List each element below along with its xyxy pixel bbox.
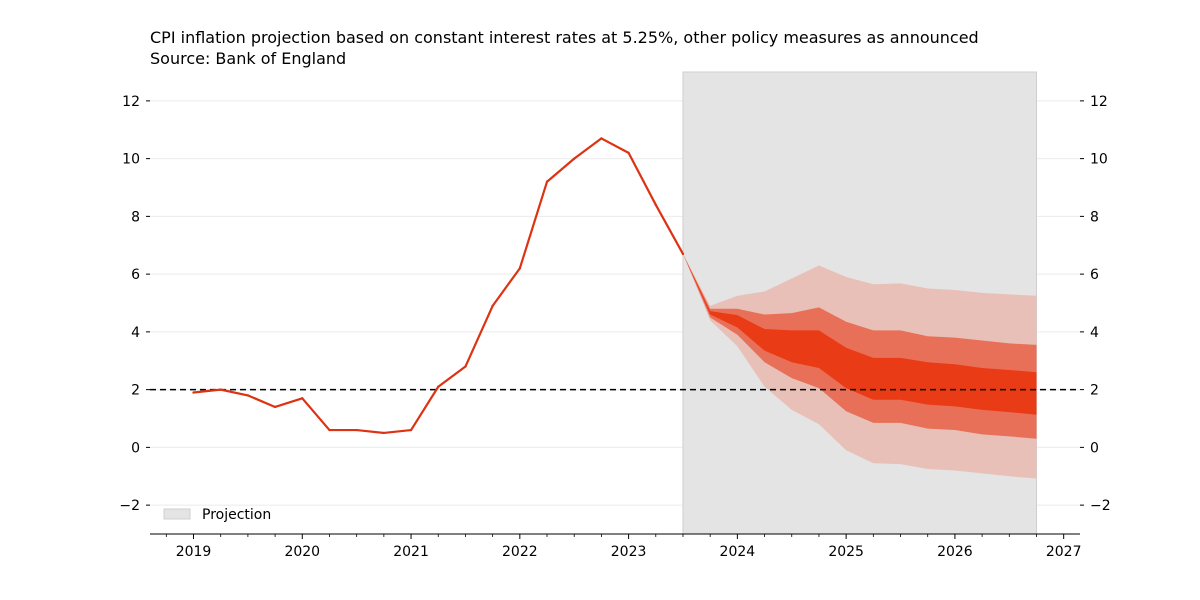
series-layer: [192, 137, 685, 435]
y-tick-label-right: 4: [1090, 325, 1099, 341]
cpi-data-point: [192, 391, 195, 394]
y-tick-label-right: 6: [1090, 267, 1099, 283]
y-tick-label-left: 0: [131, 440, 140, 456]
axes-layer: 12 12 10 10 8 8 6 6 4 4 2 2 0 0 −2 −2 2019 2020 2021 2022 20…: [119, 94, 1110, 560]
chart-title-block: CPI inflation projection based on consta…: [150, 27, 979, 69]
chart-subtitle: Source: Bank of England: [150, 49, 347, 68]
cpi-data-point: [273, 405, 277, 409]
legend-label-projection: Projection: [202, 507, 271, 523]
x-tick-label: 2019: [176, 544, 212, 560]
y-tick-label-left: 4: [131, 325, 140, 341]
cpi-data-point: [573, 157, 576, 160]
y-tick-label-right: 12: [1090, 94, 1108, 110]
y-tick-label-right: 2: [1090, 383, 1099, 399]
cpi-series-line: [193, 137, 684, 435]
cpi-data-point: [654, 203, 657, 207]
cpi-data-point: [382, 431, 386, 435]
x-tick-label: 2020: [284, 544, 320, 560]
y-tick-label-right: 0: [1090, 440, 1099, 456]
cpi-data-point: [545, 180, 549, 183]
x-tick-label: 2022: [502, 544, 538, 560]
x-tick-label: 2026: [937, 544, 973, 560]
cpi-data-point: [681, 252, 685, 256]
cpi-data-point: [355, 428, 358, 432]
y-tick-label-left: 12: [122, 94, 140, 110]
x-tick-label: 2021: [393, 544, 429, 560]
cpi-data-point: [437, 385, 440, 388]
x-tick-label: 2024: [720, 544, 756, 560]
cpi-data-point: [301, 397, 304, 400]
x-tick-label: 2027: [1046, 544, 1082, 560]
y-tick-label-left: 2: [131, 383, 140, 399]
cpi-data-point: [600, 137, 603, 140]
legend: Projection: [163, 507, 271, 523]
legend-swatch-projection: [163, 508, 191, 520]
cpi-data-point: [409, 428, 413, 432]
cpi-data-point: [491, 304, 494, 308]
chart-title: CPI inflation projection based on consta…: [150, 28, 979, 47]
fan-band-3: [682, 253, 1037, 415]
y-tick-label-left: −2: [119, 498, 140, 514]
cpi-data-point: [464, 365, 467, 368]
cpi-data-point: [219, 388, 222, 391]
x-tick-label: 2025: [828, 544, 864, 560]
y-tick-label-right: 8: [1090, 209, 1099, 225]
y-tick-label-left: 8: [131, 209, 140, 225]
cpi-data-point: [246, 394, 250, 397]
y-tick-label-left: 10: [122, 152, 140, 168]
cpi-data-point: [627, 151, 630, 155]
y-tick-label-right: 10: [1090, 152, 1108, 168]
y-tick-label-left: 6: [131, 267, 140, 283]
cpi-data-point: [328, 428, 331, 432]
fan-layer: [682, 253, 1037, 479]
x-tick-label: 2023: [611, 544, 647, 560]
cpi-data-point: [518, 267, 522, 270]
y-tick-label-right: −2: [1090, 498, 1111, 514]
